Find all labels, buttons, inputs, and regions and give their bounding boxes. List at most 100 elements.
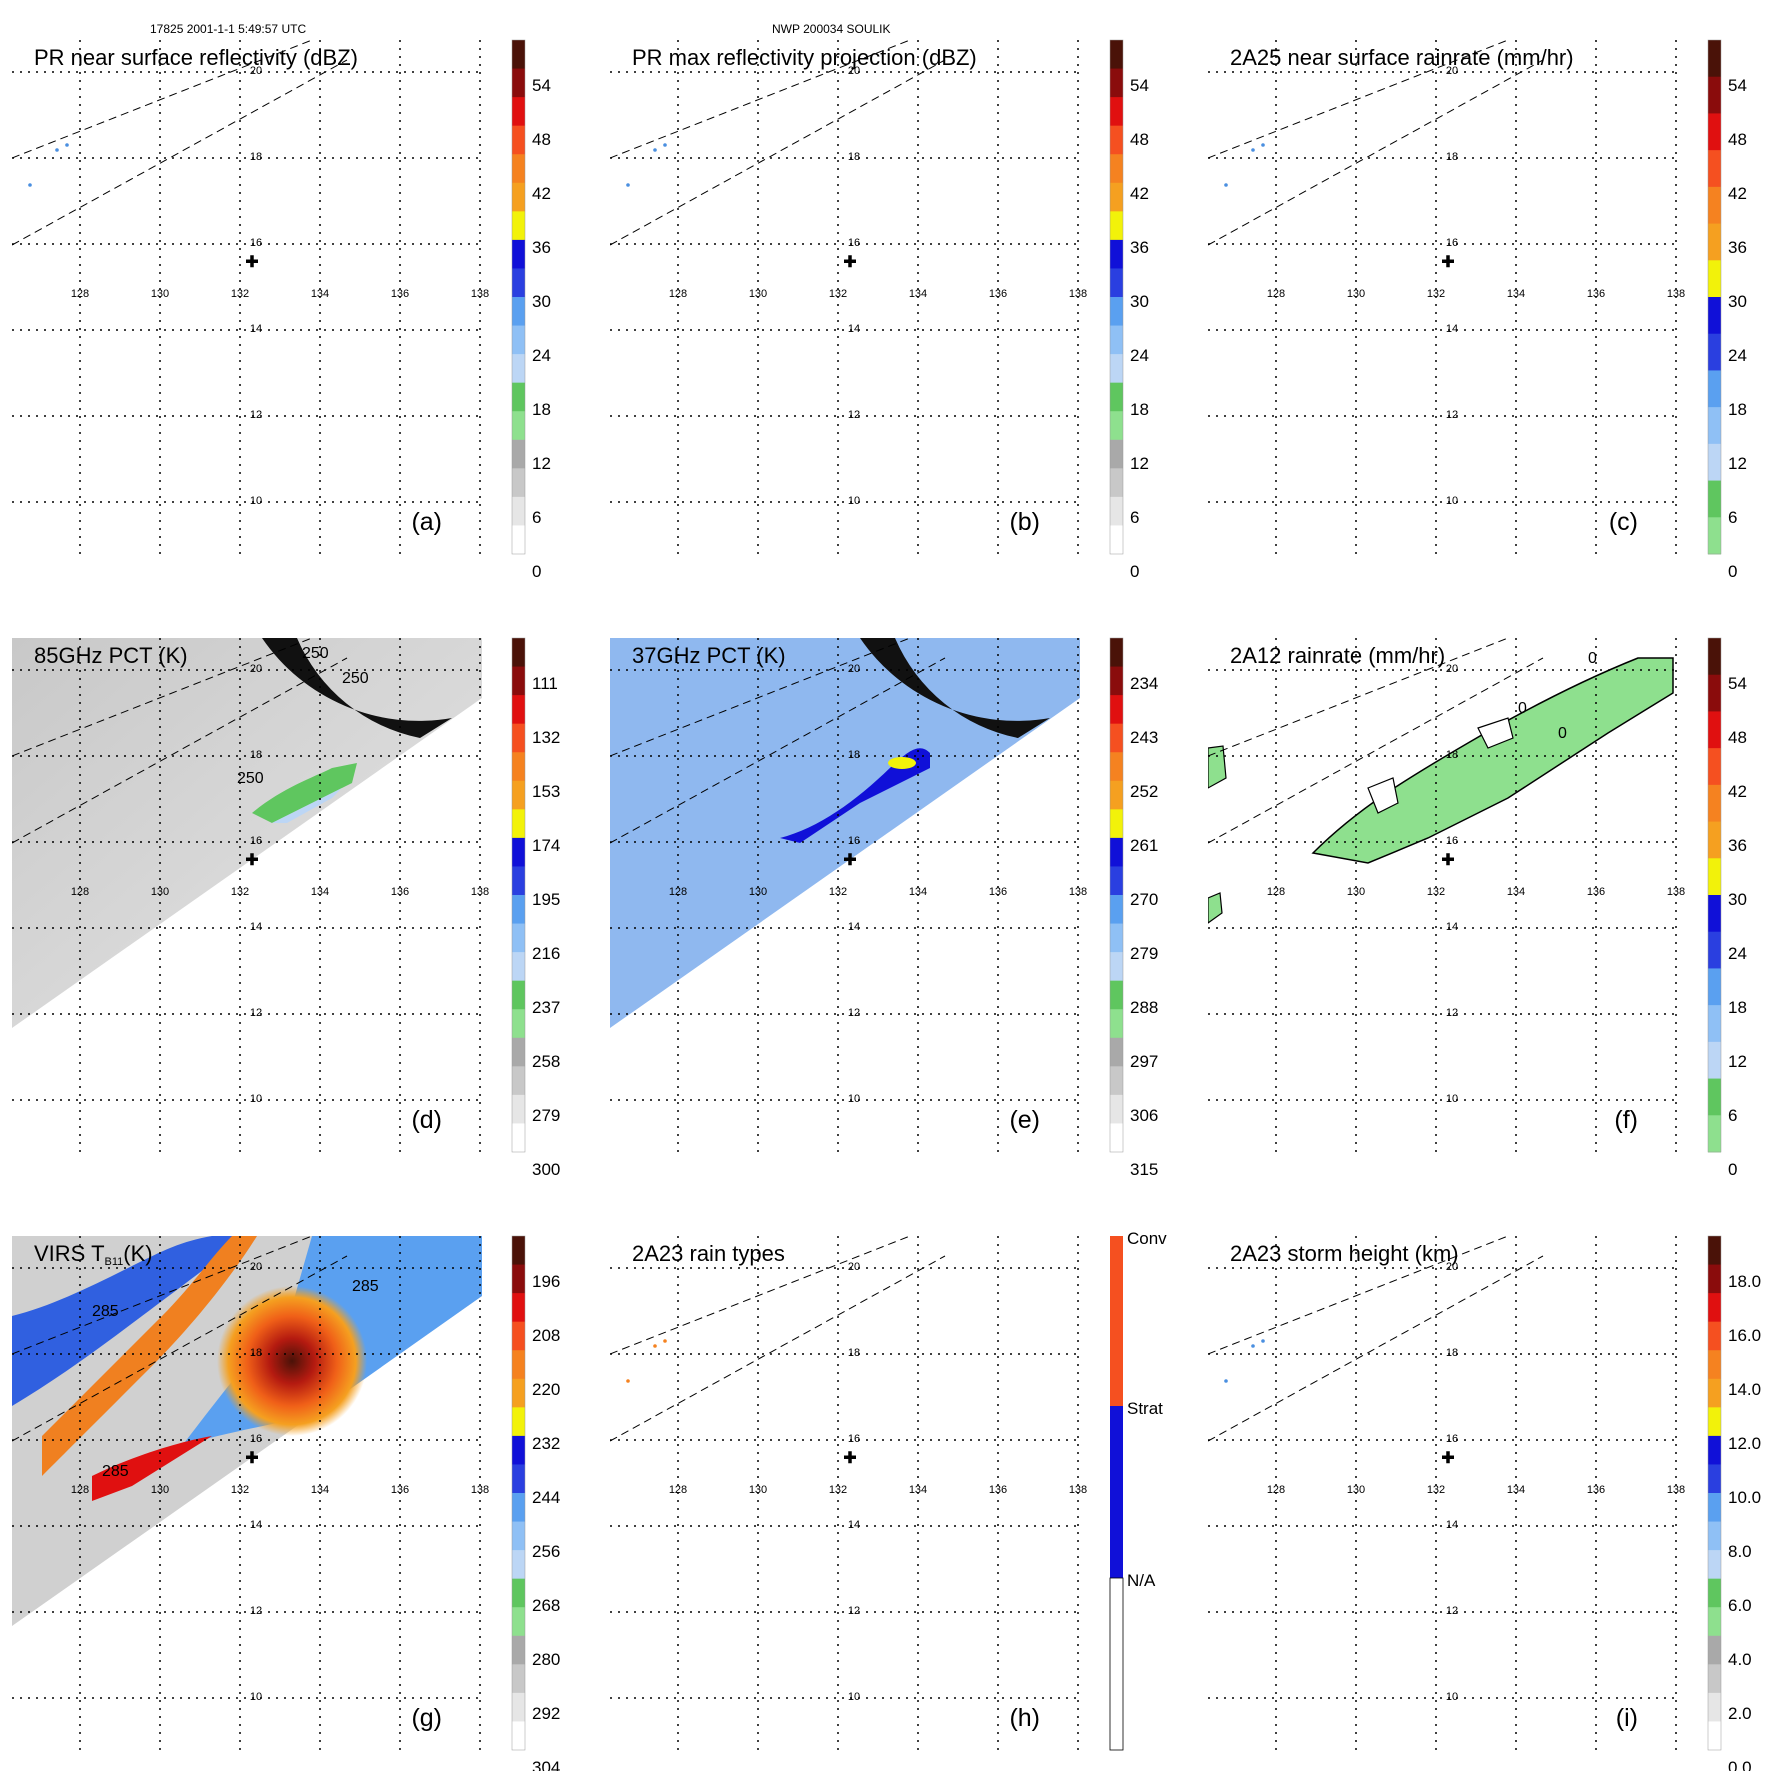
colorbar-label: 268 [532, 1596, 560, 1615]
panel-label: (h) [1009, 1704, 1040, 1732]
colorbar-label: 0 [532, 562, 541, 581]
lon-tick-label: 138 [1069, 886, 1087, 898]
lon-tick-label: 134 [311, 1484, 329, 1496]
precip-pixel [65, 143, 69, 147]
colorbar-label: 220 [532, 1380, 560, 1399]
precip-pixel [1251, 1344, 1255, 1348]
lat-tick-label: 10 [848, 495, 860, 507]
lat-tick-label: 16 [1446, 237, 1458, 249]
colorbar-label: 54 [532, 76, 551, 95]
lat-tick-label: 12 [250, 1007, 262, 1019]
colorbar-label: 30 [532, 292, 551, 311]
lat-tick-label: 16 [250, 835, 262, 847]
pct-arc [860, 638, 1050, 738]
colorbar-f: 54 48 42 36 30 24 18 12 6 0 [1707, 637, 1747, 1179]
colorbar-label: 216 [532, 944, 560, 963]
colorbar-d: 111 132 153 174 195 216 237 258 279 300 [511, 637, 560, 1179]
colorbar-label: 48 [1130, 130, 1149, 149]
lat-tick-label: 14 [250, 323, 262, 335]
grid [12, 638, 482, 1158]
lat-tick-label: 20 [250, 663, 262, 675]
lon-tick-label: 138 [1667, 886, 1685, 898]
colorbar-label: 315 [1130, 1160, 1158, 1179]
colorbar-label: 300 [532, 1160, 560, 1179]
lat-tick-label: 12 [1446, 1605, 1458, 1617]
swath-edge-line [1208, 1255, 1544, 1442]
colorbar-label: 54 [1728, 674, 1747, 693]
colorbar-label: 111 [532, 674, 558, 693]
colorbar-label: 48 [1728, 130, 1747, 149]
pct-patch-green [252, 763, 357, 823]
lon-tick-label: 132 [829, 1484, 847, 1496]
contour-label: 0 [1558, 725, 1567, 742]
storm-center-marker [246, 255, 258, 268]
colorbar-label: 252 [1130, 782, 1158, 801]
lat-tick-label: 14 [848, 323, 860, 335]
lon-tick-label: 132 [231, 1484, 249, 1496]
panel-g: 128 130 132 134 136 138 10 12 14 16 18 20 VIRS TB11(… [12, 1235, 560, 1771]
lat-tick-label: 10 [848, 1691, 860, 1703]
precip-pixel [626, 183, 630, 187]
panel-title: 2A12 rainrate (mm/hr) [1230, 643, 1445, 668]
swath-edge-line [610, 638, 911, 757]
lat-tick-label: 20 [1446, 663, 1458, 675]
panel-h: 128 130 132 134 136 138 10 12 14 16 18 20 2A23 rain … [610, 1229, 1167, 1756]
colorbar-label: 42 [1130, 184, 1149, 203]
precip-pixel [1224, 183, 1228, 187]
colorbar-label: 8.0 [1728, 1542, 1752, 1561]
virs-red [92, 1436, 212, 1501]
lon-tick-label: 136 [989, 1484, 1007, 1496]
lon-tick-label: 130 [749, 288, 767, 300]
precip-pixel [1261, 143, 1265, 147]
lon-tick-label: 136 [391, 886, 409, 898]
lat-tick-label: 10 [250, 1691, 262, 1703]
colorbar-label: 304 [532, 1758, 560, 1771]
storm-center-marker [844, 255, 856, 268]
colorbar-label: 234 [1130, 674, 1158, 693]
grid [610, 1236, 1080, 1756]
colorbar-label: 12 [1728, 1052, 1747, 1071]
colorbar-label: 12 [1130, 454, 1149, 473]
lat-tick-label: 16 [250, 1433, 262, 1445]
lon-tick-label: 132 [829, 288, 847, 300]
colorbar-label: 12 [532, 454, 551, 473]
lat-tick-label: 14 [1446, 921, 1458, 933]
colorbar-label: 24 [1728, 944, 1747, 963]
panel-label: (a) [411, 508, 442, 536]
lon-tick-label: 128 [71, 288, 89, 300]
colorbar-label: Strat [1127, 1399, 1163, 1418]
lon-tick-label: 132 [1427, 288, 1445, 300]
storm-center-marker [1442, 255, 1454, 268]
field-85ghz [12, 638, 482, 1028]
lat-tick-label: 20 [1446, 1261, 1458, 1273]
colorbar-label: 6.0 [1728, 1596, 1752, 1615]
contour-label: 285 [102, 1463, 129, 1480]
swath-edge-line [1208, 59, 1544, 246]
colorbar-label: 54 [1130, 76, 1149, 95]
grid [1208, 40, 1678, 560]
colorbar-label: 174 [532, 836, 560, 855]
lat-tick-label: 10 [848, 1093, 860, 1105]
lon-tick-label: 136 [391, 288, 409, 300]
lat-tick-label: 10 [1446, 495, 1458, 507]
lat-tick-label: 14 [1446, 1519, 1458, 1531]
header-left: 17825 2001-1-1 5:49:57 UTC [150, 22, 306, 36]
colorbar-label: 2.0 [1728, 1704, 1752, 1723]
panel-e: 128 130 132 134 136 138 10 12 14 16 18 20 37GHz PCT … [610, 637, 1158, 1179]
colorbar-label: 196 [532, 1272, 560, 1291]
panel-title: VIRS TB11(K) [34, 1241, 153, 1268]
precip-pixel [28, 183, 32, 187]
lat-tick-label: 18 [1446, 151, 1458, 163]
lon-tick-label: 128 [71, 1484, 89, 1496]
panel-title: PR near surface reflectivity (dBZ) [34, 45, 358, 70]
colorbar-label: 243 [1130, 728, 1158, 747]
colorbar-label: 0.0 [1728, 1758, 1752, 1771]
map-i [1208, 1236, 1678, 1756]
map-b [610, 40, 1080, 560]
lat-tick-label: 20 [1446, 65, 1458, 77]
lon-tick-label: 128 [669, 886, 687, 898]
lon-tick-label: 134 [909, 288, 927, 300]
colorbar-label: 10.0 [1728, 1488, 1761, 1507]
